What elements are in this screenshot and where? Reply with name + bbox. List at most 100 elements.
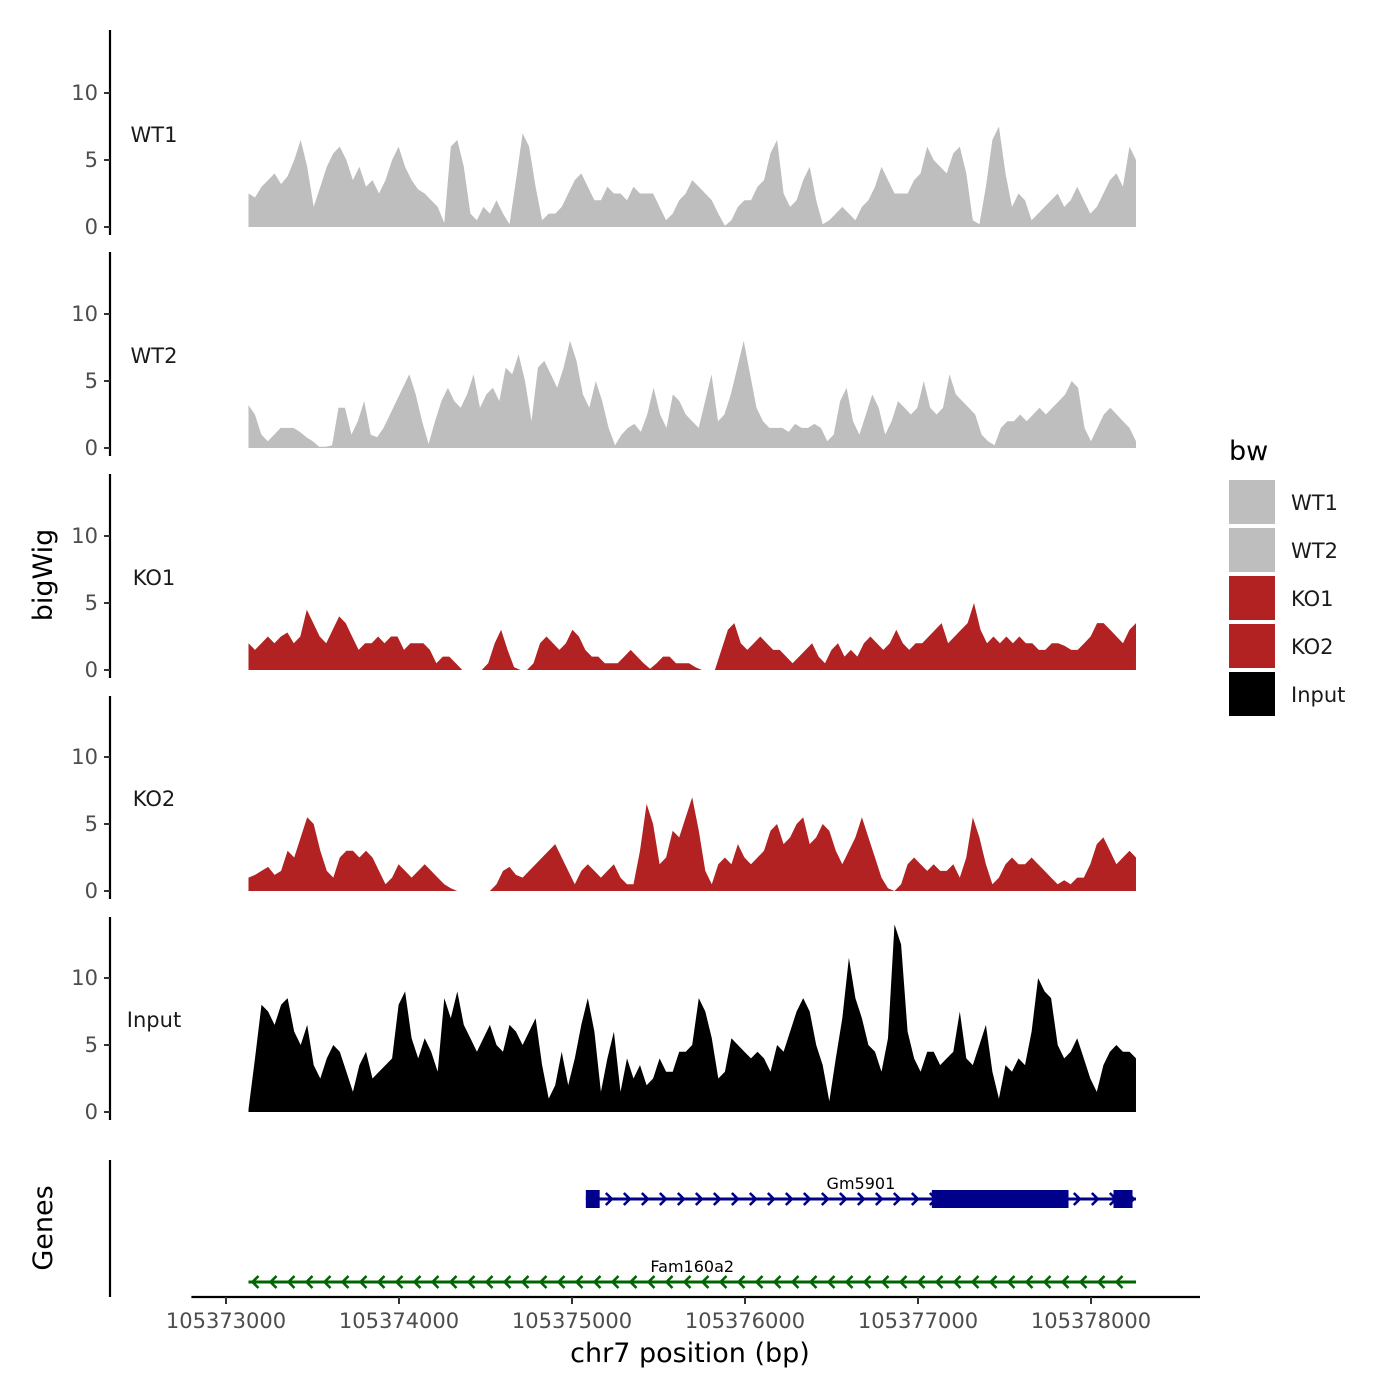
strand-arrow bbox=[646, 1275, 656, 1289]
coverage-area-wt1 bbox=[248, 126, 1137, 227]
track-label: WT1 bbox=[131, 123, 178, 147]
strand-arrow bbox=[640, 1192, 650, 1206]
strand-arrow bbox=[1090, 1192, 1100, 1206]
strand-arrow bbox=[250, 1275, 260, 1289]
strand-arrow bbox=[766, 1192, 776, 1206]
strand-arrow bbox=[556, 1275, 566, 1289]
strand-arrow bbox=[838, 1192, 848, 1206]
strand-arrow bbox=[682, 1275, 692, 1289]
strand-arrow bbox=[1060, 1275, 1070, 1289]
x-tick-label: 105373000 bbox=[166, 1309, 286, 1333]
legend-label: KO2 bbox=[1291, 635, 1334, 659]
strand-arrow bbox=[1114, 1275, 1124, 1289]
x-axis: 105373000 105374000 105375000 105376000 1053… bbox=[166, 1295, 1200, 1333]
track-label: KO2 bbox=[133, 787, 176, 811]
gene-exon bbox=[931, 1190, 1069, 1208]
legend: bw WT1 WT2 KO1 KO2 Input bbox=[1229, 436, 1345, 716]
strand-arrow bbox=[820, 1192, 830, 1206]
y-tick-label: 0 bbox=[85, 1100, 98, 1124]
strand-arrow bbox=[1024, 1275, 1034, 1289]
strand-arrow bbox=[718, 1275, 728, 1289]
strand-arrow bbox=[658, 1192, 668, 1206]
coverage-area-wt2 bbox=[248, 340, 1137, 448]
strand-arrow bbox=[808, 1275, 818, 1289]
strand-arrow bbox=[736, 1275, 746, 1289]
strand-arrow bbox=[802, 1192, 812, 1206]
coverage-area-ko1 bbox=[248, 603, 1137, 670]
y-axis-title: bigWig bbox=[28, 529, 59, 622]
legend-swatch bbox=[1229, 528, 1275, 572]
strand-arrow bbox=[748, 1192, 758, 1206]
strand-arrow bbox=[892, 1192, 902, 1206]
coverage-tracks: 0 5 10 WT1 0 5 10 WT2 0 5 10 KO1 0 5 10 KO2 0 5 10 Input bbox=[71, 30, 1137, 1124]
y-tick-label: 0 bbox=[85, 215, 98, 239]
legend-item-ko1: KO1 bbox=[1229, 576, 1334, 620]
legend-title: bw bbox=[1229, 436, 1268, 467]
track-ko1: 0 5 10 KO1 bbox=[71, 474, 1137, 682]
strand-arrow bbox=[322, 1275, 332, 1289]
gene-fam160a2: Fam160a2 bbox=[248, 1257, 1136, 1289]
strand-arrow bbox=[754, 1275, 764, 1289]
strand-arrow bbox=[988, 1275, 998, 1289]
x-axis-title: chr7 position (bp) bbox=[570, 1338, 810, 1369]
gene-label: Fam160a2 bbox=[650, 1257, 734, 1276]
strand-arrow bbox=[676, 1192, 686, 1206]
strand-arrow bbox=[712, 1192, 722, 1206]
strand-arrow bbox=[1042, 1275, 1052, 1289]
x-tick-label: 105377000 bbox=[858, 1309, 978, 1333]
gene-gm5901: Gm5901 bbox=[585, 1174, 1136, 1208]
legend-label: KO1 bbox=[1291, 587, 1334, 611]
genes-panel: Gm5901 Fam160a2 bbox=[108, 1160, 1136, 1297]
strand-arrow bbox=[304, 1275, 314, 1289]
legend-swatch bbox=[1229, 576, 1275, 620]
strand-arrow bbox=[730, 1192, 740, 1206]
legend-label: WT2 bbox=[1291, 539, 1338, 563]
track-label: WT2 bbox=[131, 344, 178, 368]
strand-arrow bbox=[874, 1192, 884, 1206]
genes-axis-title: Genes bbox=[28, 1185, 59, 1270]
y-tick-label: 5 bbox=[85, 591, 98, 615]
y-tick-label: 10 bbox=[71, 524, 98, 548]
y-tick-label: 0 bbox=[85, 658, 98, 682]
strand-arrow bbox=[520, 1275, 530, 1289]
y-tick-label: 5 bbox=[85, 812, 98, 836]
strand-arrow bbox=[394, 1275, 404, 1289]
strand-arrow bbox=[538, 1275, 548, 1289]
x-tick-label: 105376000 bbox=[685, 1309, 805, 1333]
strand-arrow bbox=[604, 1192, 614, 1206]
strand-arrow bbox=[700, 1275, 710, 1289]
strand-arrow bbox=[448, 1275, 458, 1289]
strand-arrow bbox=[862, 1275, 872, 1289]
track-ko2: 0 5 10 KO2 bbox=[71, 696, 1137, 903]
legend-swatch bbox=[1229, 672, 1275, 716]
strand-arrow bbox=[574, 1275, 584, 1289]
strand-arrow bbox=[694, 1192, 704, 1206]
track-label: KO1 bbox=[133, 566, 176, 590]
strand-arrow bbox=[844, 1275, 854, 1289]
strand-arrow bbox=[268, 1275, 278, 1289]
strand-arrow bbox=[952, 1275, 962, 1289]
y-tick-label: 5 bbox=[85, 148, 98, 172]
coverage-area-ko2 bbox=[248, 797, 1137, 891]
strand-arrow bbox=[1096, 1275, 1106, 1289]
y-tick-label: 10 bbox=[71, 966, 98, 990]
y-tick-label: 5 bbox=[85, 1033, 98, 1057]
strand-arrow bbox=[628, 1275, 638, 1289]
strand-arrow bbox=[430, 1275, 440, 1289]
strand-arrow bbox=[784, 1192, 794, 1206]
strand-arrow bbox=[286, 1275, 296, 1289]
legend-label: Input bbox=[1291, 683, 1345, 707]
coverage-area-input bbox=[248, 924, 1137, 1112]
strand-arrow bbox=[916, 1275, 926, 1289]
strand-arrow bbox=[790, 1275, 800, 1289]
strand-arrow bbox=[856, 1192, 866, 1206]
strand-arrow bbox=[880, 1275, 890, 1289]
track-wt2: 0 5 10 WT2 bbox=[71, 252, 1137, 460]
y-tick-label: 0 bbox=[85, 879, 98, 903]
strand-arrow bbox=[898, 1275, 908, 1289]
legend-label: WT1 bbox=[1291, 491, 1338, 515]
strand-arrow bbox=[934, 1275, 944, 1289]
strand-arrow bbox=[466, 1275, 476, 1289]
strand-arrow bbox=[502, 1275, 512, 1289]
